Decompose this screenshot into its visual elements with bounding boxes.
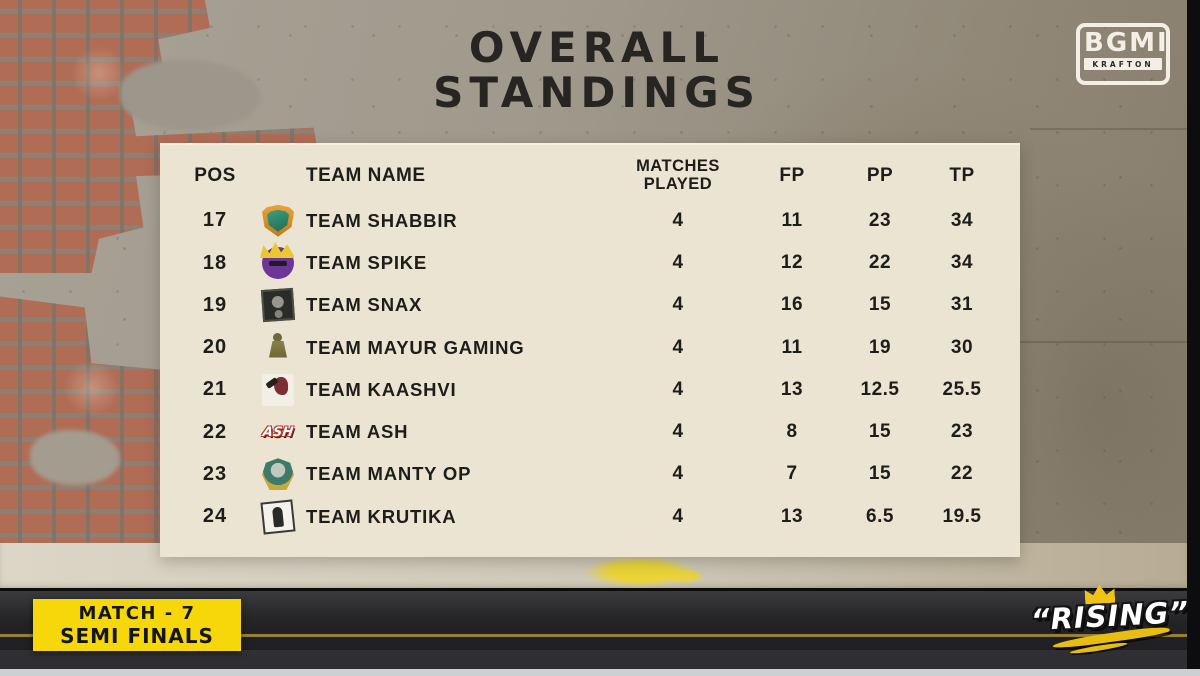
team-name: TEAM KAASHVI	[306, 378, 457, 400]
finish-points-value: 13	[780, 505, 804, 527]
finish-points-value: 13	[780, 378, 804, 400]
road-gutter	[0, 650, 1188, 669]
placement-points-value: 23	[868, 209, 892, 231]
column-header-matches-played: MATCHES PLAYED	[636, 157, 720, 193]
finish-points-value: 11	[781, 336, 803, 358]
wall-seam	[1030, 128, 1188, 130]
matches-played-value: 4	[672, 378, 684, 400]
plaster-blob	[120, 60, 260, 130]
matches-played-value: 4	[672, 252, 684, 273]
right-edge-bar	[1187, 0, 1200, 669]
finish-points-value: 16	[780, 294, 804, 316]
team-kaashvi-logo-icon	[262, 373, 294, 406]
team-krutika-logo-icon	[260, 498, 296, 535]
team-ash-logo-icon: ASH	[261, 424, 295, 440]
column-header-pos: POS	[194, 164, 236, 186]
team-name: TEAM KRUTIKA	[306, 505, 457, 527]
placement-points-value: 19	[868, 336, 892, 358]
crown-icon	[1084, 584, 1115, 605]
table-row: 22 ASH TEAM ASH 4 8 15 23	[160, 411, 1020, 453]
matches-played-value: 4	[672, 294, 684, 316]
total-points-value: 34	[950, 252, 974, 273]
standings-header-row: POS TEAM NAME MATCHES PLAYED FP PP TP	[160, 145, 1020, 196]
standings-rows: 17 TEAM SHABBIR 4 11 23 34 18 TEAM SPIKE…	[160, 196, 1020, 548]
table-row: 18 TEAM SPIKE 4 12 22 34	[160, 242, 1020, 284]
plaster-blob	[30, 430, 120, 485]
team-position: 22	[202, 420, 228, 443]
stage-label: SEMI FINALS	[60, 623, 214, 648]
matches-played-value: 4	[672, 336, 684, 358]
bgmi-logo: BGMI KRAFTON	[1076, 23, 1170, 85]
title-line-2: STANDINGS	[433, 67, 761, 117]
table-row: 23 TEAM MANTY OP 4 7 15 22	[160, 453, 1020, 495]
placement-points-value: 15	[868, 421, 892, 442]
team-name: TEAM ASH	[306, 421, 409, 442]
total-points-value: 30	[950, 336, 974, 358]
team-name: TEAM SNAX	[306, 294, 423, 316]
placement-points-value: 15	[868, 463, 892, 485]
match-stage-badge: MATCH - 7 SEMI FINALS	[33, 599, 241, 651]
placement-points-value: 22	[868, 252, 892, 273]
total-points-value: 23	[950, 421, 974, 442]
finish-points-value: 12	[780, 252, 804, 273]
finish-points-value: 7	[786, 463, 798, 485]
page-title: OVERALL STANDINGS	[0, 23, 1194, 117]
team-mayur-logo-icon	[262, 332, 294, 364]
team-position: 20	[202, 336, 228, 358]
team-position: 21	[202, 378, 228, 401]
column-header-tp: TP	[949, 164, 975, 186]
team-snax-logo-icon	[260, 288, 296, 323]
team-position: 18	[202, 251, 228, 274]
team-position: 23	[202, 462, 228, 485]
column-header-pp: PP	[866, 164, 894, 186]
rising-graffiti: “RISING”	[1026, 580, 1193, 655]
team-name: TEAM MANTY OP	[306, 463, 472, 485]
placement-points-value: 15	[868, 294, 892, 316]
finish-points-value: 11	[781, 209, 803, 231]
team-position: 24	[202, 505, 228, 527]
matches-played-value: 4	[672, 463, 684, 485]
total-points-value: 25.5	[942, 378, 982, 400]
team-position: 17	[202, 209, 228, 232]
standings-panel: POS TEAM NAME MATCHES PLAYED FP PP TP 17…	[160, 143, 1020, 557]
matches-played-value: 4	[672, 421, 684, 442]
total-points-value: 34	[950, 209, 974, 231]
table-row: 21 TEAM KAASHVI 4 13 12.5 25.5	[160, 369, 1020, 411]
krafton-logo-text: KRAFTON	[1084, 58, 1162, 70]
matches-played-value: 4	[672, 505, 684, 527]
total-points-value: 19.5	[942, 505, 982, 527]
team-name: TEAM SHABBIR	[306, 209, 458, 231]
matches-played-value: 4	[672, 209, 684, 231]
placement-points-value: 6.5	[866, 505, 894, 527]
team-shabbir-logo-icon	[262, 204, 294, 237]
road-marking-line	[0, 634, 1188, 637]
team-manty-op-logo-icon	[262, 458, 294, 491]
wall-seam	[1005, 341, 1188, 343]
bottom-edge-strip	[0, 669, 1200, 676]
team-name: TEAM MAYUR GAMING	[306, 336, 525, 358]
team-position: 19	[202, 293, 228, 316]
yellow-paint-splat	[665, 568, 705, 584]
bgmi-logo-text: BGMI	[1084, 28, 1169, 58]
title-line-1: OVERALL	[468, 23, 726, 72]
total-points-value: 22	[950, 463, 974, 485]
total-points-value: 31	[950, 294, 974, 316]
column-header-fp: FP	[779, 164, 805, 186]
table-row: 19 TEAM SNAX 4 16 15 31	[160, 284, 1020, 326]
table-row: 24 TEAM KRUTIKA 4 13 6.5 19.5	[160, 495, 1020, 537]
team-spike-logo-icon	[262, 247, 294, 279]
table-row: 20 TEAM MAYUR GAMING 4 11 19 30	[160, 326, 1020, 368]
match-number-label: MATCH - 7	[78, 602, 196, 624]
finish-points-value: 8	[786, 421, 798, 442]
table-row: 17 TEAM SHABBIR 4 11 23 34	[160, 200, 1020, 242]
placement-points-value: 12.5	[860, 378, 900, 400]
column-header-team-name: TEAM NAME	[306, 164, 426, 186]
team-name: TEAM SPIKE	[306, 252, 428, 273]
